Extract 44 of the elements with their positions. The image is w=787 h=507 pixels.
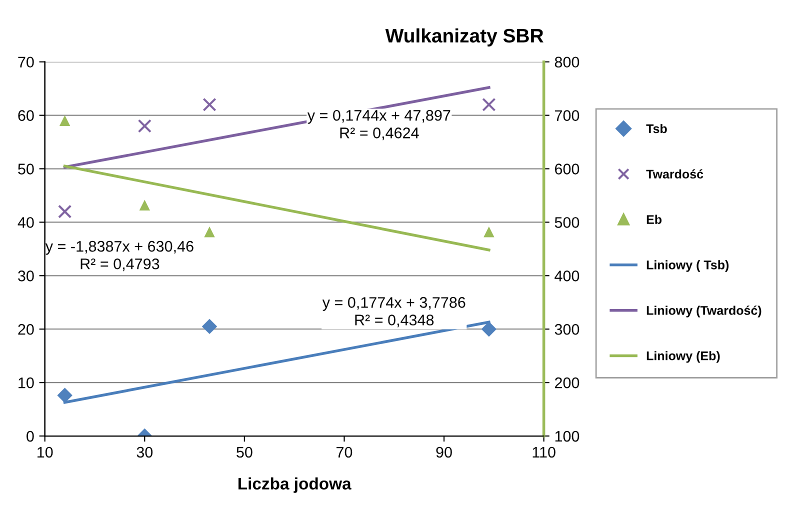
x-tick-label: 70 xyxy=(336,446,352,458)
y2-tick-label: 300 xyxy=(554,324,580,335)
y-tick-label: 0 xyxy=(26,430,34,442)
chart-title: Wulkanizaty SBR xyxy=(385,28,544,46)
y2-tick-label: 600 xyxy=(555,164,580,174)
annotation: y = 0,1744x + 47,897 R² = 0,4624 xyxy=(307,110,450,140)
x-tick-label: 110 xyxy=(532,446,556,458)
legend-label: Liniowy (Twardość) xyxy=(646,306,762,318)
point xyxy=(204,226,215,238)
y2-tick-label: 800 xyxy=(554,56,580,68)
x-tick-label: 50 xyxy=(236,446,252,458)
y-tick-label: 50 xyxy=(18,164,34,174)
x-tick-label: 10 xyxy=(38,446,53,458)
annotation: y = -1,8387x + 630,46 R² = 0,4793 xyxy=(45,240,194,272)
point xyxy=(484,226,494,238)
point xyxy=(59,115,70,126)
y-tick-label: 40 xyxy=(18,217,34,228)
legend-label: Eb xyxy=(646,214,662,224)
y2-tick-label: 400 xyxy=(554,270,580,282)
x-axis-title: Liczba jodowa xyxy=(238,477,352,493)
y2-tick-label: 100 xyxy=(555,430,580,442)
point xyxy=(481,322,497,337)
y-tick-label: 20 xyxy=(18,324,34,335)
y-tick-label: 30 xyxy=(18,270,34,282)
y-tick-label: 10 xyxy=(18,377,34,388)
legend-label: Tsb xyxy=(646,124,667,134)
point xyxy=(138,119,152,133)
point xyxy=(139,200,150,210)
point xyxy=(202,318,218,334)
y-tick-label: 60 xyxy=(18,110,34,121)
point xyxy=(58,204,72,218)
point xyxy=(57,388,72,404)
y-tick-label: 70 xyxy=(18,56,34,68)
legend-label: Liniowy ( Tsb) xyxy=(646,260,729,272)
y2-tick-label: 200 xyxy=(555,377,580,388)
y2-tick-label: 500 xyxy=(554,217,580,228)
annotation: y = 0,1774x + 3,7786 R² = 0,4348 xyxy=(322,297,466,328)
point xyxy=(482,98,496,112)
x-tick-label: 30 xyxy=(136,446,153,458)
point xyxy=(202,98,216,112)
y2-tick-label: 700 xyxy=(555,110,580,121)
legend-label: Twardość xyxy=(646,169,704,179)
legend-label: Liniowy (Eb) xyxy=(646,351,720,363)
x-tick-label: 90 xyxy=(436,446,452,458)
